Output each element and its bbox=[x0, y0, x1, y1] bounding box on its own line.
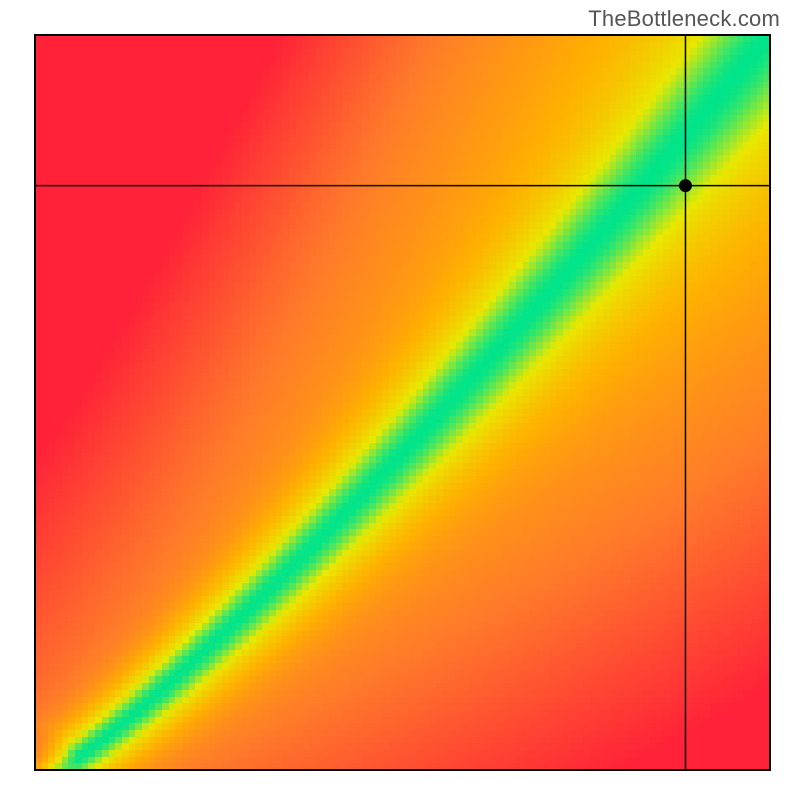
chart-container: TheBottleneck.com bbox=[0, 0, 800, 800]
bottleneck-heatmap bbox=[35, 35, 770, 770]
watermark-text: TheBottleneck.com bbox=[588, 6, 780, 32]
